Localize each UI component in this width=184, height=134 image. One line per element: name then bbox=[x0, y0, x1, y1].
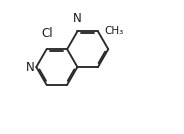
Text: CH₃: CH₃ bbox=[105, 26, 124, 36]
Text: Cl: Cl bbox=[41, 27, 53, 40]
Text: N: N bbox=[73, 12, 82, 25]
Text: N: N bbox=[26, 60, 35, 74]
